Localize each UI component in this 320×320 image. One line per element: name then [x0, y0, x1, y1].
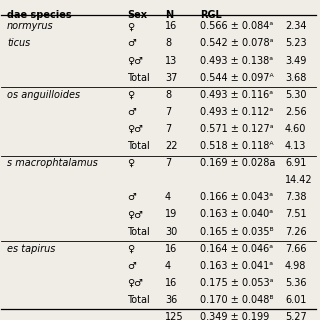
Text: 37: 37 — [165, 73, 177, 83]
Text: 5.23: 5.23 — [285, 38, 307, 48]
Text: 0.166 ± 0.043ᵃ: 0.166 ± 0.043ᵃ — [200, 192, 273, 202]
Text: 8: 8 — [165, 38, 171, 48]
Text: 7.66: 7.66 — [285, 244, 307, 254]
Text: ♂: ♂ — [127, 107, 136, 117]
Text: Total: Total — [127, 73, 150, 83]
Text: 6.01: 6.01 — [285, 295, 306, 305]
Text: es tapirus: es tapirus — [7, 244, 55, 254]
Text: 0.493 ± 0.112ᵃ: 0.493 ± 0.112ᵃ — [200, 107, 273, 117]
Text: ♂: ♂ — [127, 38, 136, 48]
Text: os anguilloides: os anguilloides — [7, 90, 80, 100]
Text: Total: Total — [127, 295, 150, 305]
Text: Total: Total — [127, 141, 150, 151]
Text: 16: 16 — [165, 21, 177, 31]
Text: ♀♂: ♀♂ — [127, 278, 143, 288]
Text: 0.493 ± 0.116ᵃ: 0.493 ± 0.116ᵃ — [200, 90, 273, 100]
Text: 16: 16 — [165, 244, 177, 254]
Text: ♀♂: ♀♂ — [127, 56, 143, 66]
Text: Total: Total — [127, 227, 150, 236]
Text: ♀: ♀ — [127, 158, 134, 168]
Text: 7: 7 — [165, 107, 171, 117]
Text: 4.98: 4.98 — [285, 261, 306, 271]
Text: 125: 125 — [165, 312, 184, 320]
Text: ♀: ♀ — [127, 244, 134, 254]
Text: 7.38: 7.38 — [285, 192, 307, 202]
Text: ♂: ♂ — [127, 261, 136, 271]
Text: ♀♂: ♀♂ — [127, 209, 143, 220]
Text: 0.566 ± 0.084ᵃ: 0.566 ± 0.084ᵃ — [200, 21, 273, 31]
Text: 7.51: 7.51 — [285, 209, 307, 220]
Text: 5.30: 5.30 — [285, 90, 307, 100]
Text: RGL: RGL — [200, 10, 221, 20]
Text: 4: 4 — [165, 192, 171, 202]
Text: 0.165 ± 0.035ᴮ: 0.165 ± 0.035ᴮ — [200, 227, 273, 236]
Text: 0.349 ± 0.199: 0.349 ± 0.199 — [200, 312, 269, 320]
Text: 0.169 ± 0.028a: 0.169 ± 0.028a — [200, 158, 275, 168]
Text: 22: 22 — [165, 141, 177, 151]
Text: 4.13: 4.13 — [285, 141, 306, 151]
Text: N: N — [165, 10, 173, 20]
Text: 4: 4 — [165, 261, 171, 271]
Text: 30: 30 — [165, 227, 177, 236]
Text: 0.164 ± 0.046ᵃ: 0.164 ± 0.046ᵃ — [200, 244, 273, 254]
Text: ♀: ♀ — [127, 21, 134, 31]
Text: 36: 36 — [165, 295, 177, 305]
Text: 14.42: 14.42 — [285, 175, 313, 185]
Text: ♀: ♀ — [127, 90, 134, 100]
Text: 5.36: 5.36 — [285, 278, 307, 288]
Text: 8: 8 — [165, 90, 171, 100]
Text: 19: 19 — [165, 209, 177, 220]
Text: ♂: ♂ — [127, 192, 136, 202]
Text: ticus: ticus — [7, 38, 30, 48]
Text: 16: 16 — [165, 278, 177, 288]
Text: 0.163 ± 0.041ᵃ: 0.163 ± 0.041ᵃ — [200, 261, 273, 271]
Text: 5.27: 5.27 — [285, 312, 307, 320]
Text: 0.518 ± 0.118ᴬ: 0.518 ± 0.118ᴬ — [200, 141, 273, 151]
Text: 4.60: 4.60 — [285, 124, 306, 134]
Text: ♀♂: ♀♂ — [127, 124, 143, 134]
Text: 0.544 ± 0.097ᴬ: 0.544 ± 0.097ᴬ — [200, 73, 273, 83]
Text: 0.493 ± 0.138ᵃ: 0.493 ± 0.138ᵃ — [200, 56, 273, 66]
Text: normyrus: normyrus — [7, 21, 54, 31]
Text: 2.34: 2.34 — [285, 21, 307, 31]
Text: 7: 7 — [165, 124, 171, 134]
Text: 2.56: 2.56 — [285, 107, 307, 117]
Text: Sex: Sex — [127, 10, 147, 20]
Text: 7: 7 — [165, 158, 171, 168]
Text: 0.571 ± 0.127ᵃ: 0.571 ± 0.127ᵃ — [200, 124, 273, 134]
Text: 3.68: 3.68 — [285, 73, 306, 83]
Text: 0.163 ± 0.040ᵃ: 0.163 ± 0.040ᵃ — [200, 209, 273, 220]
Text: 7.26: 7.26 — [285, 227, 307, 236]
Text: 3.49: 3.49 — [285, 56, 306, 66]
Text: 0.542 ± 0.078ᵃ: 0.542 ± 0.078ᵃ — [200, 38, 273, 48]
Text: dae species: dae species — [7, 10, 72, 20]
Text: 0.170 ± 0.048ᴮ: 0.170 ± 0.048ᴮ — [200, 295, 273, 305]
Text: 0.175 ± 0.053ᵃ: 0.175 ± 0.053ᵃ — [200, 278, 273, 288]
Text: 6.91: 6.91 — [285, 158, 306, 168]
Text: 13: 13 — [165, 56, 177, 66]
Text: s macrophtalamus: s macrophtalamus — [7, 158, 98, 168]
